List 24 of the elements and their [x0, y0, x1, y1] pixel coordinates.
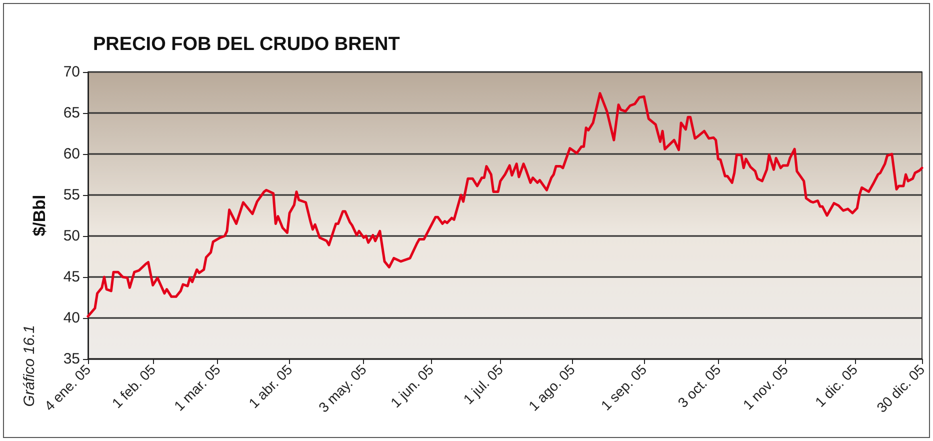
x-tick-label: 1 ago. 05 [525, 361, 578, 414]
x-tick-label: 1 abr. 05 [245, 361, 296, 412]
x-tick-label: 3 oct. 05 [674, 361, 724, 411]
y-tick-label: 35 [63, 350, 80, 368]
x-tick-label: 1 sep. 05 [598, 361, 650, 414]
y-tick-label: 50 [63, 228, 80, 244]
y-tick-label: 65 [63, 104, 80, 122]
chart-title: PRECIO FOB DEL CRUDO BRENT [93, 34, 400, 55]
x-tick-label: 1 jul. 05 [460, 361, 506, 408]
x-tick-label: 1 feb. 05 [108, 361, 159, 412]
x-tick-label: 1 mar. 05 [170, 361, 224, 414]
y-tick-label: 45 [63, 268, 80, 286]
y-tick-label: 70 [63, 64, 80, 80]
x-tick-label: 1 jun. 05 [387, 361, 437, 411]
y-tick-label: 60 [63, 146, 80, 162]
y-tick-label: 40 [63, 310, 80, 326]
y-axis-title: $/Bbl [30, 194, 49, 236]
x-tick-label: 3 may. 05 [315, 361, 370, 416]
x-tick-label: 30 dic. 05 [873, 361, 928, 416]
x-tick-label: 1 nov. 05 [740, 361, 792, 413]
text: Gráfico 16.1 [21, 324, 38, 407]
y-tick-label: 55 [63, 186, 80, 204]
line-series [86, 92, 924, 318]
x-tick-label: 1 dic. 05 [812, 361, 861, 410]
